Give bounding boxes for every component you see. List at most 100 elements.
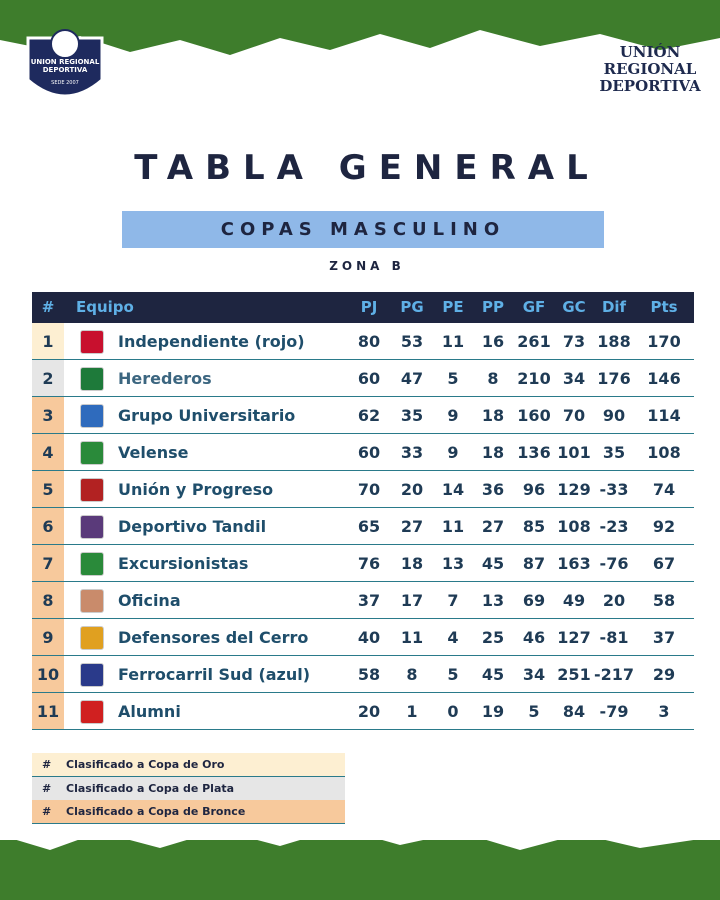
grass-bottom bbox=[0, 840, 720, 900]
stat-cell: 5 bbox=[528, 702, 540, 721]
team-name: Deportivo Tandil bbox=[118, 517, 267, 536]
stat-cell: 80 bbox=[357, 332, 381, 351]
stat-cell: 33 bbox=[400, 443, 424, 462]
stat-cell: 37 bbox=[357, 591, 381, 610]
stat-cell: -217 bbox=[593, 665, 635, 684]
stat-cell: 20 bbox=[602, 591, 626, 610]
team-name: Oficina bbox=[118, 591, 181, 610]
column-header: GC bbox=[562, 298, 586, 316]
stat-cell: 53 bbox=[400, 332, 424, 351]
logo-name: UNION REGIONAL DEPORTIVA bbox=[30, 58, 100, 74]
team-logo bbox=[80, 515, 104, 539]
stat-cell: 0 bbox=[447, 702, 459, 721]
rank-cell-bg bbox=[32, 397, 64, 433]
column-header: # bbox=[41, 298, 55, 316]
stat-cell: 8 bbox=[406, 665, 418, 684]
stat-cell: 8 bbox=[42, 591, 54, 610]
rank-cell-bg bbox=[32, 360, 64, 396]
logo-ball bbox=[50, 29, 80, 59]
rank-cell-bg bbox=[32, 323, 64, 359]
column-header: Dif bbox=[601, 298, 627, 316]
column-header: GF bbox=[522, 298, 546, 316]
stat-cell: 146 bbox=[647, 369, 681, 388]
stat-cell: 69 bbox=[522, 591, 546, 610]
stat-cell: 73 bbox=[562, 332, 586, 351]
stat-cell: 62 bbox=[357, 406, 381, 425]
team-logo bbox=[80, 441, 104, 465]
stat-cell: 65 bbox=[357, 517, 381, 536]
stat-cell: 5 bbox=[447, 665, 459, 684]
stat-cell: 17 bbox=[400, 591, 424, 610]
torn-edge bbox=[0, 820, 720, 850]
stat-cell: 5 bbox=[447, 369, 459, 388]
stat-cell: 19 bbox=[481, 702, 505, 721]
stat-cell: 35 bbox=[400, 406, 424, 425]
stat-cell: 90 bbox=[602, 406, 626, 425]
stat-cell: 58 bbox=[357, 665, 381, 684]
row-separator bbox=[32, 544, 694, 545]
team-logo bbox=[80, 700, 104, 724]
stat-cell: 67 bbox=[652, 554, 676, 573]
stat-cell: 160 bbox=[517, 406, 551, 425]
stat-cell: 1 bbox=[42, 332, 54, 351]
row-separator bbox=[32, 507, 694, 508]
stat-cell: 37 bbox=[652, 628, 676, 647]
stat-cell: -23 bbox=[599, 517, 629, 536]
rank-cell-bg bbox=[32, 508, 64, 544]
stat-cell: 13 bbox=[481, 591, 505, 610]
stat-cell: 58 bbox=[652, 591, 676, 610]
stat-cell: 87 bbox=[522, 554, 546, 573]
row-separator bbox=[32, 618, 694, 619]
row-separator bbox=[32, 396, 694, 397]
row-separator bbox=[32, 359, 694, 360]
stat-cell: 27 bbox=[400, 517, 424, 536]
stat-cell: 18 bbox=[400, 554, 424, 573]
team-logo bbox=[80, 404, 104, 428]
stat-cell: -81 bbox=[599, 628, 629, 647]
column-header: PG bbox=[400, 298, 424, 316]
stat-cell: -76 bbox=[599, 554, 629, 573]
stat-cell: 45 bbox=[481, 554, 505, 573]
stat-cell: 34 bbox=[522, 665, 546, 684]
stat-cell: 46 bbox=[522, 628, 546, 647]
rank-cell-bg bbox=[32, 545, 64, 581]
stat-cell: 3 bbox=[658, 702, 670, 721]
column-header: PJ bbox=[360, 298, 378, 316]
stat-cell: 176 bbox=[597, 369, 631, 388]
row-separator bbox=[32, 470, 694, 471]
stat-cell: 76 bbox=[357, 554, 381, 573]
stat-cell: 47 bbox=[400, 369, 424, 388]
column-header: Pts bbox=[650, 298, 678, 316]
stat-cell: 5 bbox=[42, 480, 54, 499]
stat-cell: 74 bbox=[652, 480, 676, 499]
team-logo bbox=[80, 478, 104, 502]
row-separator bbox=[32, 655, 694, 656]
rank-cell-bg bbox=[32, 619, 64, 655]
team-logo bbox=[80, 663, 104, 687]
team-name: Herederos bbox=[118, 369, 212, 388]
stat-cell: 9 bbox=[42, 628, 54, 647]
legend-row: # Clasificado a Copa de Oro bbox=[32, 753, 345, 777]
stat-cell: -33 bbox=[599, 480, 629, 499]
subtitle: COPAS MASCULINO bbox=[122, 211, 604, 248]
legend-label: Clasificado a Copa de Oro bbox=[66, 758, 225, 771]
team-name: Independiente (rojo) bbox=[118, 332, 305, 351]
stat-cell: 18 bbox=[481, 443, 505, 462]
logo-since: SEDE 2007 bbox=[51, 80, 79, 86]
stat-cell: 136 bbox=[517, 443, 551, 462]
legend-label: Clasificado a Copa de Plata bbox=[66, 781, 235, 795]
stat-cell: 27 bbox=[481, 517, 505, 536]
team-name: Unión y Progreso bbox=[118, 480, 274, 499]
row-separator bbox=[32, 581, 694, 582]
stat-cell: 10 bbox=[36, 665, 60, 684]
stat-cell: 85 bbox=[522, 517, 546, 536]
stat-cell: 108 bbox=[557, 517, 591, 536]
stat-cell: 11 bbox=[441, 332, 465, 351]
standings-table: # Equipo PJ PG PE PP GF GC Dif Pts 1 Independiente … bbox=[32, 292, 694, 730]
stat-cell: 11 bbox=[36, 702, 60, 721]
stat-cell: 25 bbox=[481, 628, 505, 647]
stat-cell: 40 bbox=[357, 628, 381, 647]
team-name: Grupo Universitario bbox=[118, 406, 296, 425]
torn-edge bbox=[0, 30, 720, 70]
